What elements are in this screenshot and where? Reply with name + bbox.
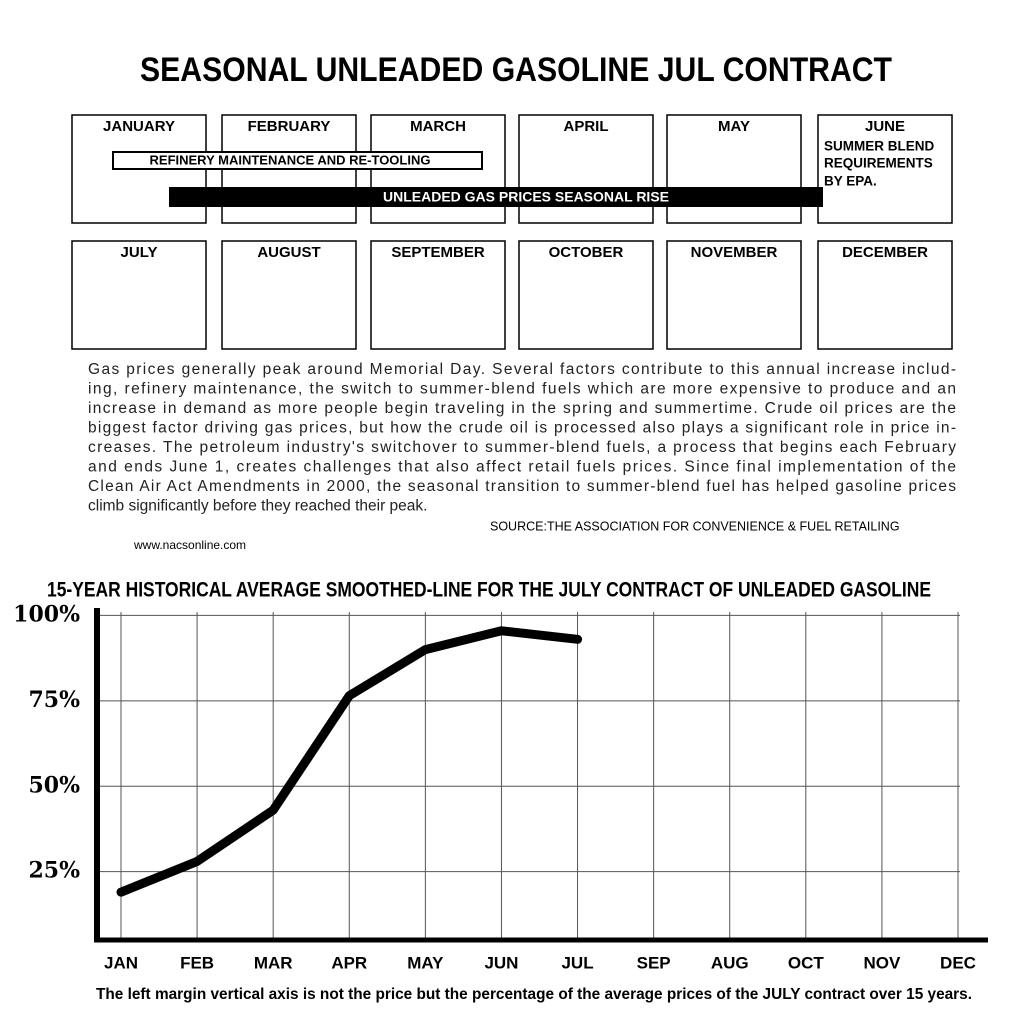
x-tick-label: AUG: [711, 953, 749, 972]
month-label: OCTOBER: [549, 244, 624, 261]
month-label: SEPTEMBER: [391, 244, 485, 261]
seasonal-rise-bar: [169, 187, 823, 207]
paragraph-line: biggest factor driving gas prices, but h…: [88, 420, 956, 437]
y-tick-label: 50%: [28, 772, 80, 798]
x-tick-label: JUN: [484, 953, 518, 972]
month-label: MARCH: [410, 118, 466, 135]
note-line: REQUIREMENTS: [824, 156, 933, 171]
y-tick-label: 25%: [28, 858, 80, 884]
month-box: [518, 240, 654, 350]
page-title: SEASONAL UNLEADED GASOLINE JUL CONTRACT: [140, 51, 892, 89]
month-label: JUNE: [865, 118, 905, 135]
paragraph-line: increase in demand as more people begin …: [88, 400, 956, 417]
bar-label: UNLEADED GAS PRICES SEASONAL RISE: [383, 189, 669, 205]
y-tick-label: 100%: [13, 601, 80, 627]
month-label: MAY: [718, 118, 750, 135]
note-line: BY EPA.: [824, 174, 877, 189]
month-box: [817, 240, 953, 350]
month-box: [370, 240, 506, 350]
paragraph-line: creases. The petroleum industry's switch…: [88, 439, 956, 456]
paragraph-line: Gas prices generally peak around Memoria…: [88, 361, 956, 378]
y-tick-label: 75%: [28, 687, 80, 713]
url: www.nacsonline.com: [133, 538, 246, 552]
x-tick-label: JAN: [104, 953, 138, 972]
paragraph-line: climb significantly before they reached …: [88, 498, 427, 515]
month-box: [666, 114, 802, 224]
paragraph-line: and ends June 1, creates challenges that…: [88, 459, 956, 476]
month-box: [221, 240, 357, 350]
month-box: [71, 240, 207, 350]
month-box: [817, 114, 953, 224]
month-label: DECEMBER: [842, 244, 928, 261]
month-label: NOVEMBER: [691, 244, 778, 261]
x-tick-label: MAR: [254, 953, 293, 972]
data-line: [116, 626, 583, 897]
x-tick-label: MAY: [407, 953, 444, 972]
month-box: [666, 240, 802, 350]
maintenance-bar: [112, 151, 483, 170]
x-tick-label: APR: [331, 953, 367, 972]
x-tick-label: DEC: [940, 953, 976, 972]
month-label: FEBRUARY: [248, 118, 331, 135]
x-tick-label: JUL: [561, 953, 593, 972]
month-label: JANUARY: [103, 118, 175, 135]
paragraph-line: ing, refinery maintenance, the switch to…: [88, 381, 956, 398]
chart-footnote: The left margin vertical axis is not the…: [96, 986, 972, 1003]
paragraph-line: Clean Air Act Amendments in 2000, the se…: [88, 478, 956, 495]
month-box: [518, 114, 654, 224]
bar-label: REFINERY MAINTENANCE AND RE-TOOLING: [150, 152, 431, 167]
x-tick-label: OCT: [788, 953, 825, 972]
chart-title: 15-YEAR HISTORICAL AVERAGE SMOOTHED-LINE…: [47, 579, 931, 602]
source: SOURCE:THE ASSOCIATION FOR CONVENIENCE &…: [490, 519, 900, 533]
x-tick-label: SEP: [637, 953, 671, 972]
month-label: JULY: [121, 244, 158, 261]
x-tick-label: FEB: [180, 953, 214, 972]
note-line: SUMMER BLEND: [824, 139, 934, 154]
x-tick-label: NOV: [863, 953, 901, 972]
month-label: APRIL: [564, 118, 609, 135]
month-label: AUGUST: [257, 244, 320, 261]
